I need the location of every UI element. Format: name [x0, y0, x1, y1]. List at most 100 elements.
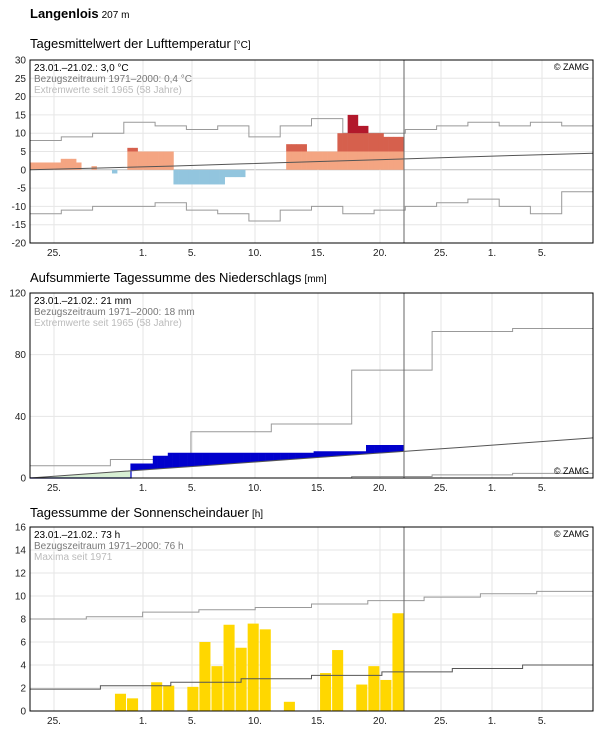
precipitation-xtick-label: 1.: [139, 483, 147, 494]
precipitation-surplus-segment: [209, 453, 214, 466]
precipitation-deficit-segment: [78, 474, 83, 478]
precipitation-xtick-label: 5.: [538, 483, 546, 494]
temperature-bar: [373, 133, 379, 152]
precipitation-surplus-segment: [396, 445, 401, 452]
temperature-bar: [291, 151, 297, 170]
temperature-bar: [152, 151, 159, 170]
precipitation-surplus-segment: [340, 451, 345, 456]
precipitation-surplus-segment: [355, 451, 360, 455]
precipitation-deficit-segment: [52, 476, 57, 478]
sunshine-info-line-1: 23.01.–21.02.: 73 h: [34, 530, 120, 541]
temperature-bar: [163, 151, 169, 170]
precipitation-surplus-segment: [374, 445, 379, 454]
precipitation-surplus-segment: [366, 445, 371, 454]
station-elevation: 207 m: [101, 10, 130, 21]
precipitation-info-line-2: Bezugszeitraum 1971–2000: 18 mm: [34, 307, 195, 318]
sunshine-bar: [368, 666, 380, 711]
temperature-copyright: © ZAMG: [554, 62, 589, 72]
temperature-bar: [65, 158, 72, 170]
precipitation-surplus-segment: [377, 445, 382, 454]
precipitation-deficit-segment: [104, 472, 109, 478]
temperature-info-line-2: Bezugszeitraum 1971–2000: 0,4 °C: [34, 74, 192, 85]
precipitation-surplus-segment: [134, 464, 139, 471]
precipitation-deficit-segment: [63, 475, 68, 478]
precipitation-deficit-segment: [86, 473, 91, 478]
precipitation-deficit-segment: [116, 471, 121, 478]
precipitation-xtick-label: 15.: [311, 483, 325, 494]
precipitation-info-line-3: Extremwerte seit 1965 (58 Jahre): [34, 318, 182, 329]
sunshine-reference-line: [30, 664, 593, 690]
precipitation-surplus-segment: [228, 453, 233, 464]
temperature-ytick-label: 5: [20, 147, 26, 158]
sunshine-bar: [211, 666, 223, 711]
temperature-bar: [352, 114, 359, 134]
temperature-bar: [393, 136, 400, 152]
temperature-unit: [°C]: [233, 40, 251, 51]
precipitation-surplus-segment: [157, 456, 162, 469]
temperature-bar: [147, 151, 154, 170]
precipitation-surplus-segment: [202, 453, 207, 466]
sunshine-bar: [356, 684, 368, 711]
temperature-ytick-label: 20: [15, 92, 27, 103]
station-name: Langenlois: [30, 6, 99, 21]
precipitation-surplus-segment: [145, 464, 150, 470]
precipitation-extreme-max-line: [30, 328, 593, 467]
precipitation-surplus-segment: [325, 451, 330, 457]
precipitation-xtick-label: 1.: [488, 483, 496, 494]
temperature-extreme-min-line: [30, 191, 593, 222]
temperature-plot-frame: [29, 59, 594, 244]
precipitation-surplus-segment: [385, 445, 390, 453]
precipitation-surplus-segment: [299, 453, 304, 459]
precipitation-unit: [mm]: [304, 274, 327, 285]
precipitation-xtick-label: 10.: [248, 483, 262, 494]
sunshine-ytick-label: 10: [15, 592, 27, 603]
precipitation-surplus-segment: [351, 451, 356, 455]
sunshine-info-line-2: Bezugszeitraum 1971–2000: 76 h: [34, 541, 184, 552]
precipitation-surplus-segment: [381, 445, 386, 453]
precipitation-surplus-segment: [183, 453, 188, 467]
temperature-bar: [127, 147, 133, 152]
precipitation-deficit-segment: [101, 472, 106, 478]
temperature-bar: [378, 151, 384, 170]
temperature-bar: [173, 169, 179, 185]
temperature-bar: [55, 162, 62, 170]
temperature-bar: [234, 169, 241, 178]
precipitation-surplus-segment: [261, 453, 266, 462]
temperature-bar: [127, 151, 133, 170]
precipitation-surplus-segment: [314, 451, 319, 458]
temperature-xtick-label: 1.: [139, 248, 147, 259]
precipitation-surplus-segment: [153, 456, 158, 470]
precipitation-title-text: Aufsummierte Tagessumme des Niederschlag…: [30, 270, 302, 285]
temperature-bar: [40, 162, 46, 170]
temperature-bar: [398, 151, 405, 170]
sunshine-title-text: Tagessumme der Sonnenscheindauer: [30, 505, 249, 520]
precipitation-reference-line: [29, 437, 594, 479]
temperature-bar: [388, 151, 395, 170]
temperature-bar: [111, 169, 118, 174]
precipitation-surplus-segment: [231, 453, 236, 464]
sunshine-info-line-3: Maxima seit 1971: [34, 552, 113, 563]
temperature-bar: [199, 169, 205, 185]
precipitation-surplus-segment: [254, 453, 259, 462]
precipitation-surplus-segment: [370, 445, 375, 454]
sunshine-ytick-label: 16: [15, 523, 27, 534]
precipitation-xtick-label: 25.: [434, 483, 448, 494]
precipitation-deficit-segment: [127, 470, 132, 478]
precipitation-ytick-label: 40: [15, 412, 27, 423]
temperature-xtick-label: 5.: [188, 248, 196, 259]
temperature-bar: [357, 133, 364, 152]
sunshine-xtick-label: 25.: [434, 716, 448, 727]
sunshine-xtick-label: 10.: [248, 716, 262, 727]
precipitation-surplus-segment: [295, 453, 300, 459]
sunshine-panel: 0 2 4 6 8 10 12 14 16 25. 1. 5. 10. 15. 20. 25. 1. 5. 23.0…: [15, 523, 594, 727]
precipitation-surplus-segment: [400, 445, 405, 452]
precipitation-surplus-segment: [220, 453, 225, 465]
temperature-bar: [214, 169, 220, 185]
precipitation-surplus-segment: [187, 453, 192, 467]
precipitation-deficit-segment: [48, 476, 53, 478]
temperature-bar: [296, 151, 302, 170]
temperature-bar: [219, 169, 225, 185]
sunshine-xtick-label: 20.: [373, 716, 387, 727]
sunshine-title: Tagessumme der Sonnenscheindauer [h]: [30, 505, 263, 520]
temperature-xtick-label: 5.: [538, 248, 546, 259]
